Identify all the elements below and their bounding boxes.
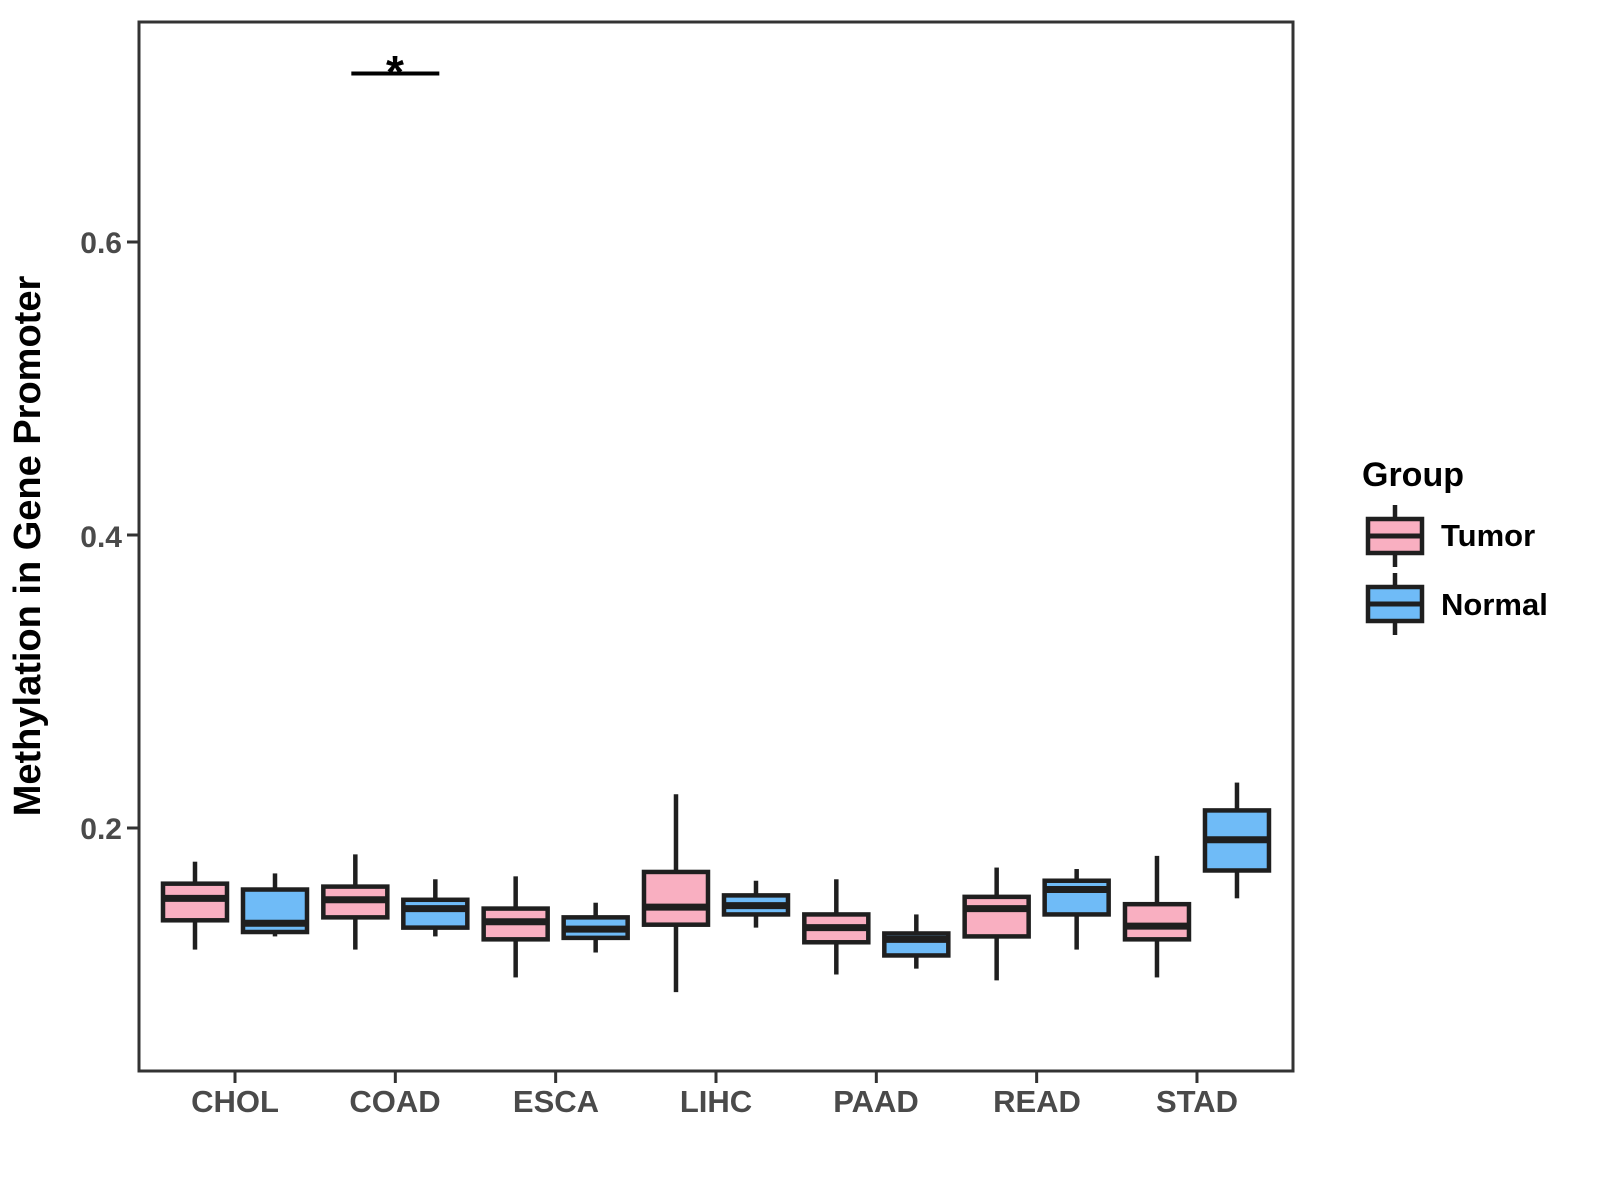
panel-border [137,20,1295,1073]
y-tick-label-0.6: 0.6 [80,227,122,260]
x-tick-label-read: READ [993,1084,1081,1119]
box-tumor-paad [802,879,871,975]
box-tumor-stad [1122,855,1192,978]
box-tumor-esca [481,876,550,978]
normal-key-icon [1365,573,1425,635]
box-tumor-read [962,867,1031,981]
x-tick-label-chol: CHOL [191,1084,279,1119]
y-tick-label-0.4: 0.4 [80,521,122,554]
iqr-box [160,881,230,923]
iqr-box [962,894,1031,939]
box-normal-coad [401,879,470,937]
box-tumor-chol [160,861,230,950]
x-tick-label-paad: PAAD [833,1084,919,1119]
box-normal-read [1042,869,1111,950]
tumor-key-icon [1365,505,1425,567]
box-normal-stad [1202,782,1272,899]
y-axis-title: Methylation in Gene Promoter [7,276,49,817]
x-tick-label-stad: STAD [1156,1084,1238,1119]
iqr-box [1042,878,1111,917]
box-normal-esca [561,902,630,953]
iqr-box [641,869,711,927]
x-tick-label-esca: ESCA [513,1084,599,1119]
box-tumor-coad [321,854,390,950]
y-tick-label-0.2: 0.2 [80,813,122,846]
legend-label-tumor: Tumor [1441,518,1535,553]
axis-ticks-layer [127,240,1199,1083]
box-normal-chol [240,873,310,937]
significance-star: * [386,46,404,98]
box-normal-lihc [721,880,791,928]
box-tumor-lihc [641,794,711,993]
legend-glyphs-layer [1365,505,1425,635]
iqr-box [1122,901,1192,942]
legend-label-normal: Normal [1441,587,1548,622]
legend-title: Group [1362,456,1464,494]
iqr-box [401,897,470,930]
x-tick-label-lihc: LIHC [680,1084,752,1119]
x-tick-label-coad: COAD [349,1084,440,1119]
box-normal-paad [882,914,951,969]
boxplots-layer [160,782,1272,993]
